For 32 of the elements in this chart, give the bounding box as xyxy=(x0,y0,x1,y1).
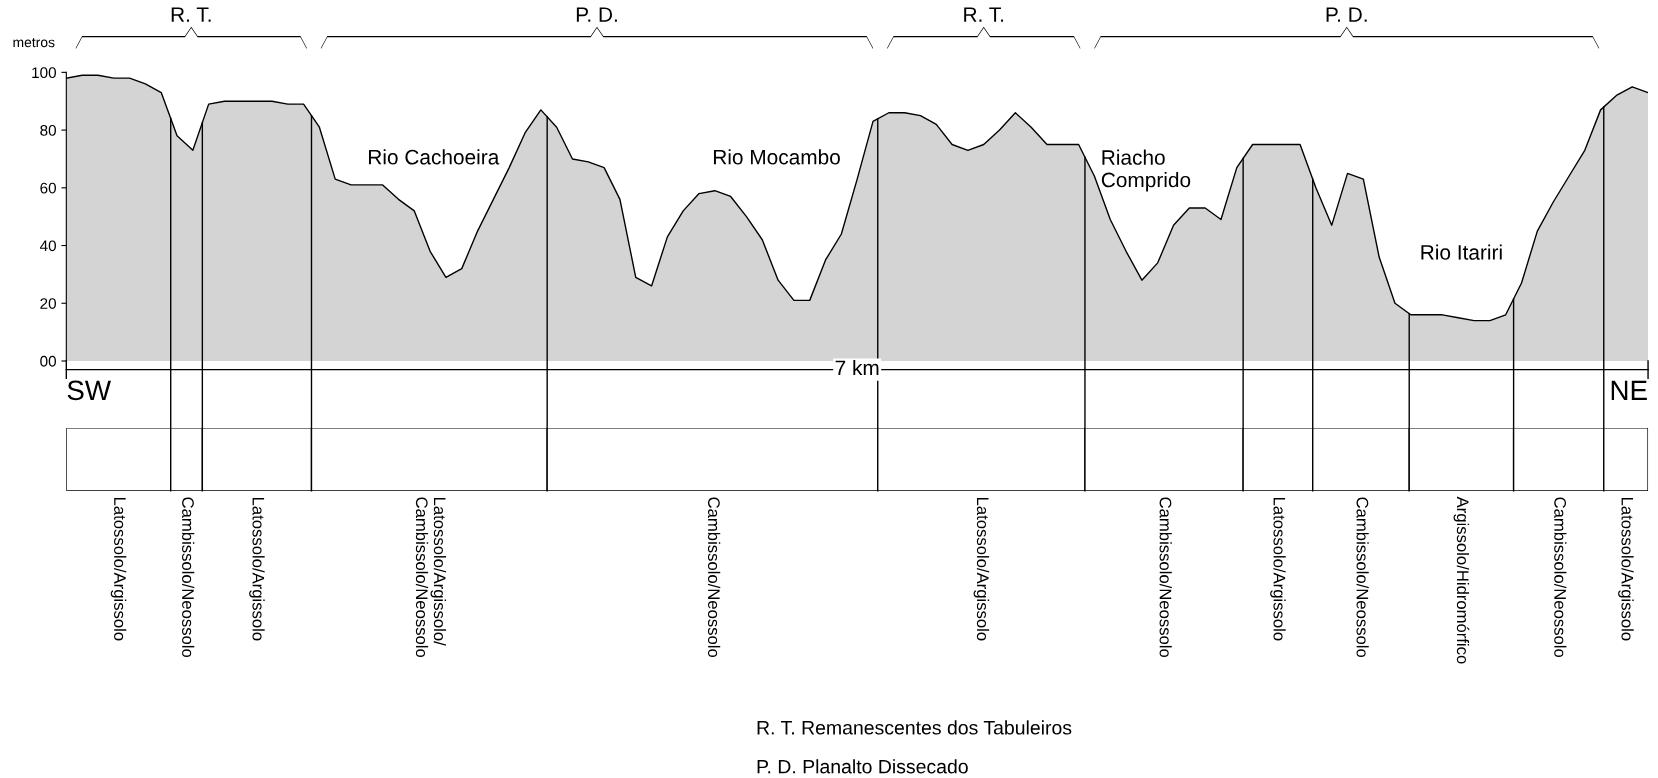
text: Cambissolo/Neossolo xyxy=(1554,497,1567,658)
y-tick-label: 00 xyxy=(40,355,56,367)
text: P. D. Planalto Dissecado xyxy=(757,759,968,774)
x-axis-title: 7 km xyxy=(835,359,879,376)
text: Latossolo/Argissolo xyxy=(1270,497,1286,641)
text: SW xyxy=(67,380,111,401)
annotation: Rio Mocambo xyxy=(713,149,840,165)
text: Latossolo/Argissolo xyxy=(110,497,127,641)
text: Cambissolo/Neossolo xyxy=(182,497,195,658)
y-tick-label: 60 xyxy=(40,182,56,194)
annotation: Rio Cachoeira xyxy=(368,149,500,165)
text: Cambissolo/Neossolo xyxy=(1159,497,1172,658)
text: Latossolo/Argissolo xyxy=(249,497,265,641)
text: Cambissolo/Neossolo xyxy=(707,497,721,658)
text: P. D. xyxy=(576,7,617,22)
text: R. T. xyxy=(171,7,211,22)
text: R. T. Remanescentes dos Tabuleiros xyxy=(757,720,1072,735)
text: Cambissolo/Neossolo xyxy=(1356,497,1369,658)
text: Argissolo/Hidromórfico xyxy=(1453,496,1470,664)
text: Latossolo/Argissolo xyxy=(973,497,990,641)
annotation: Riacho Comprido xyxy=(1101,149,1191,192)
text: NE xyxy=(1611,380,1647,400)
annotation: Rio Itariri xyxy=(1421,244,1502,260)
y-tick-label: 80 xyxy=(40,124,56,136)
text: P. D. xyxy=(1326,7,1367,22)
y-tick-label: 20 xyxy=(40,298,56,309)
y-tick-label: 40 xyxy=(39,240,56,252)
y-tick-label: 100 xyxy=(32,67,56,79)
text: Latossolo/Argissolo xyxy=(1618,497,1634,641)
text: Latossolo/Argissolo/ Cambissolo/Neossolo xyxy=(415,497,447,658)
y-axis-title: metros xyxy=(13,38,55,48)
text: R. T. xyxy=(964,7,1004,22)
